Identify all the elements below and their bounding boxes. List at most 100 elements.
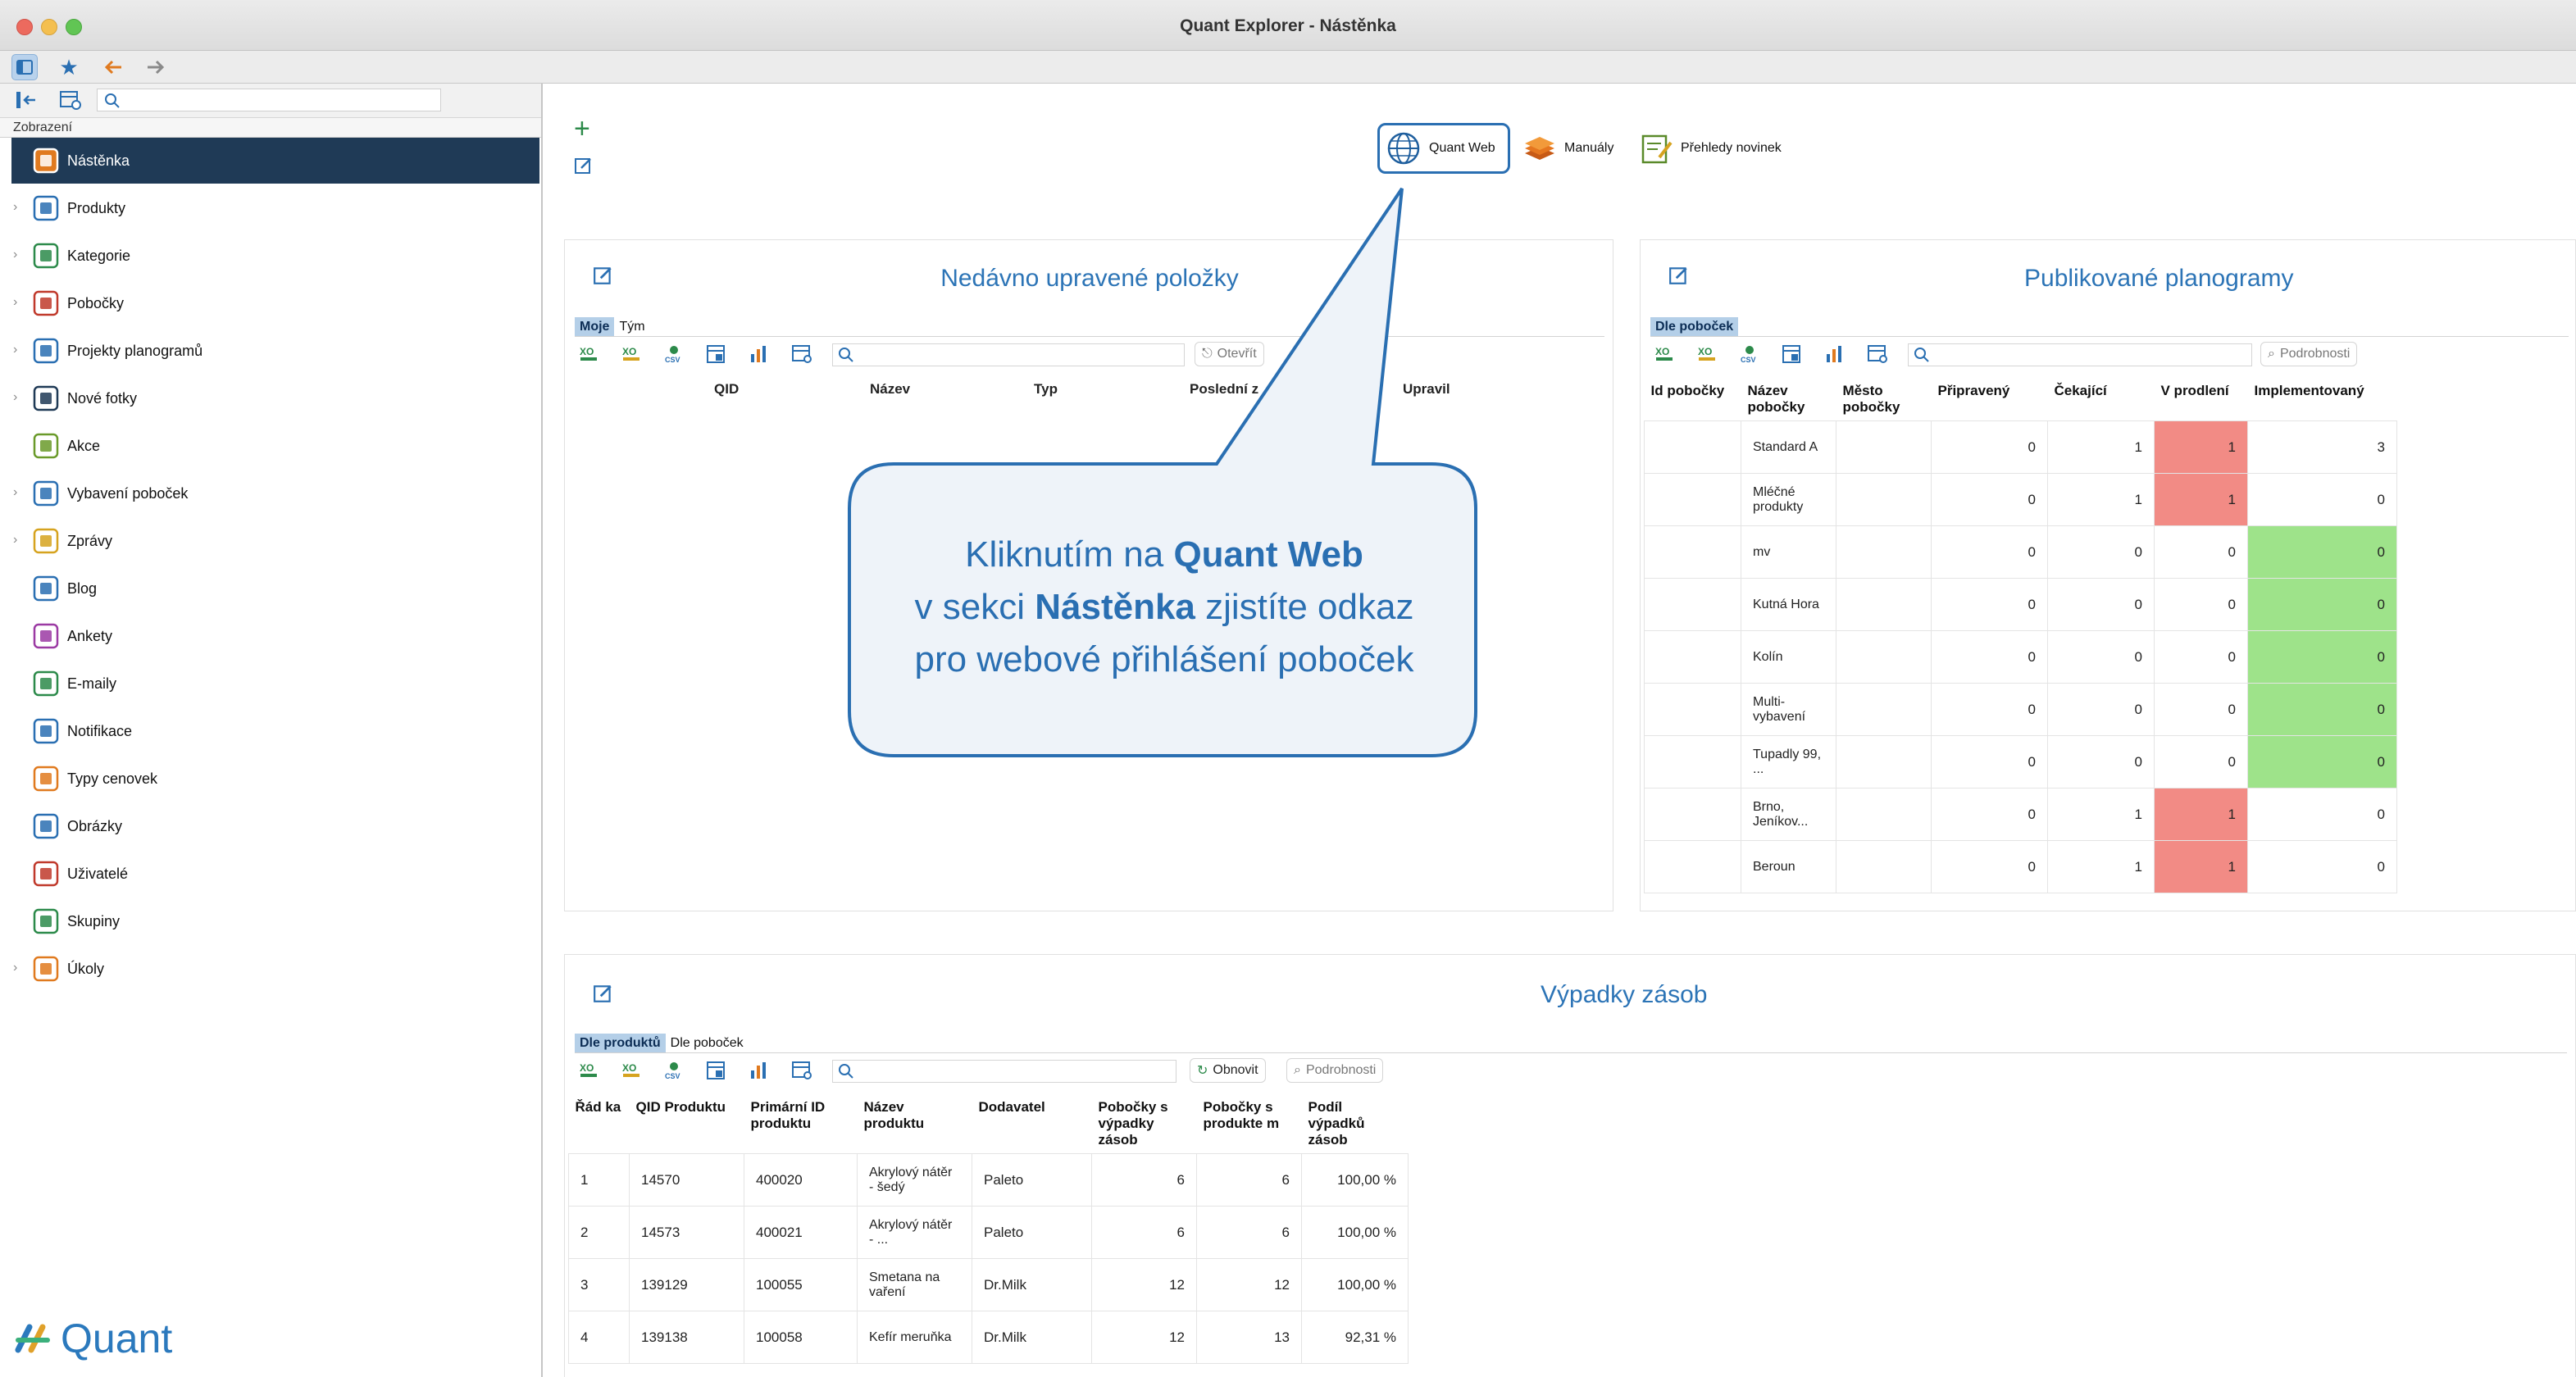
col-name[interactable]: Název — [870, 381, 911, 397]
export-xls-icon[interactable]: XO — [1696, 344, 1718, 364]
sidebar-item-11[interactable]: E-maily — [11, 661, 539, 707]
col-stores-with[interactable]: Pobočky s produkte m — [1203, 1099, 1280, 1131]
collapse-tree-icon[interactable] — [15, 90, 38, 114]
sidebar-item-12[interactable]: Notifikace — [11, 708, 539, 754]
table-settings-icon[interactable] — [706, 344, 727, 364]
col-qid[interactable]: QID — [714, 381, 740, 397]
sidebar-item-9[interactable]: Blog — [11, 566, 539, 611]
export-xls-icon[interactable]: XO — [621, 344, 642, 364]
table-row[interactable]: 2 14573 400021 Akrylový nátěr - ... Paleto 6 6… — [568, 1206, 1409, 1259]
tab-by-store[interactable]: Dle poboček — [670, 1036, 744, 1050]
quant-web-button[interactable]: Quant Web — [1377, 123, 1510, 174]
recent-search-input[interactable] — [832, 343, 1185, 366]
export-csv-icon[interactable]: CSV — [663, 344, 685, 364]
edit-panel-icon[interactable] — [593, 983, 614, 1004]
export-csv-icon[interactable]: CSV — [1739, 344, 1760, 364]
col-ready[interactable]: Připravený — [1937, 383, 2010, 398]
sidebar-item-16[interactable]: Skupiny — [11, 898, 539, 944]
table-row[interactable]: 1 14570 400020 Akrylový nátěr - šedý Paleto 6… — [568, 1153, 1409, 1207]
sidebar-search-input[interactable] — [97, 89, 441, 111]
details-button[interactable]: ⌕ Podrobnosti — [1286, 1058, 1384, 1083]
col-product-name[interactable]: Název produktu — [863, 1099, 925, 1131]
stockouts-search-input[interactable] — [832, 1060, 1176, 1083]
sidebar-item-5[interactable]: › Nové fotky — [11, 375, 539, 421]
export-xlsx-icon[interactable]: XO — [578, 1061, 599, 1080]
col-stockout-share[interactable]: Podíl výpadků zásob — [1308, 1099, 1365, 1148]
table-row[interactable]: Multi-vybavení 0 0 0 0 — [1644, 683, 2397, 736]
sidebar-item-14[interactable]: Obrázky — [11, 803, 539, 849]
chevron-right-icon[interactable]: › — [13, 295, 18, 309]
chevron-right-icon[interactable]: › — [13, 343, 18, 357]
edit-dashboard-button[interactable] — [574, 156, 594, 180]
sidebar-item-3[interactable]: › Pobočky — [11, 280, 539, 326]
col-store-name[interactable]: Název pobočky — [1747, 383, 1805, 415]
table-settings-icon[interactable] — [1782, 344, 1803, 364]
open-button[interactable]: ⎋ Otevřít — [1195, 342, 1264, 366]
col-last-modified[interactable]: Poslední z — [1190, 381, 1259, 397]
col-store-city[interactable]: Město pobočky — [1842, 383, 1900, 415]
table-row[interactable]: Beroun 0 1 1 0 — [1644, 840, 2397, 893]
sidebar-item-10[interactable]: Ankety — [11, 613, 539, 659]
close-window-button[interactable] — [16, 19, 33, 35]
columns-icon[interactable] — [791, 1061, 812, 1080]
sidebar-item-0[interactable]: Nástěnka — [11, 138, 539, 184]
zoom-window-button[interactable] — [66, 19, 82, 35]
table-settings-icon[interactable] — [706, 1061, 727, 1080]
col-qid-product[interactable]: QID Produktu — [635, 1099, 726, 1115]
col-type[interactable]: Typ — [1034, 381, 1058, 397]
sidebar-item-7[interactable]: › Vybavení poboček — [11, 470, 539, 516]
sidebar-item-13[interactable]: Typy cenovek — [11, 756, 539, 802]
col-modified-by[interactable]: Upravil — [1403, 381, 1450, 397]
sidebar-item-6[interactable]: Akce — [11, 423, 539, 469]
edit-panel-icon[interactable] — [1668, 265, 1690, 286]
chevron-right-icon[interactable]: › — [13, 248, 18, 261]
chevron-right-icon[interactable]: › — [13, 485, 18, 499]
back-button[interactable] — [100, 54, 126, 80]
forward-button[interactable] — [143, 54, 169, 80]
col-primary-id[interactable]: Primární ID produktu — [750, 1099, 826, 1131]
tab-by-product[interactable]: Dle produktů — [575, 1034, 666, 1052]
refresh-button[interactable]: ↻ Obnovit — [1190, 1058, 1266, 1083]
tab-mine[interactable]: Moje — [575, 317, 615, 336]
tab-by-store[interactable]: Dle poboček — [1650, 317, 1739, 336]
tree-settings-icon[interactable] — [59, 90, 82, 114]
sidebar-item-8[interactable]: › Zprávy — [11, 518, 539, 564]
chart-icon[interactable] — [1824, 344, 1846, 364]
edit-panel-icon[interactable] — [593, 265, 614, 286]
add-widget-button[interactable]: + — [574, 115, 590, 143]
sidebar-item-2[interactable]: › Kategorie — [11, 233, 539, 279]
col-store-id[interactable]: Id pobočky — [1650, 383, 1725, 398]
sidebar-item-1[interactable]: › Produkty — [11, 185, 539, 231]
news-overview-button[interactable]: Přehledy novinek — [1640, 123, 1782, 174]
columns-icon[interactable] — [1867, 344, 1888, 364]
sidebar-item-4[interactable]: › Projekty planogramů — [11, 328, 539, 374]
table-row[interactable]: 3 139129 100055 Smetana na vaření Dr.Milk 12 1… — [568, 1258, 1409, 1311]
table-row[interactable]: Brno, Jeníkov... 0 1 1 0 — [1644, 788, 2397, 841]
minimize-window-button[interactable] — [41, 19, 57, 35]
col-waiting[interactable]: Čekající — [2054, 383, 2107, 398]
col-implemented[interactable]: Implementovaný — [2254, 383, 2364, 398]
details-button[interactable]: ⌕ Podrobnosti — [2260, 342, 2358, 366]
export-xls-icon[interactable]: XO — [621, 1061, 642, 1080]
toggle-sidebar-button[interactable] — [11, 54, 38, 80]
favorites-button[interactable]: ★ — [56, 54, 82, 80]
export-csv-icon[interactable]: CSV — [663, 1061, 685, 1080]
col-late[interactable]: V prodlení — [2160, 383, 2229, 398]
table-row[interactable]: Tupadly 99, ... 0 0 0 0 — [1644, 735, 2397, 788]
table-row[interactable]: 4 139138 100058 Kefír meruňka Dr.Milk 12 13 92,… — [568, 1311, 1409, 1364]
sidebar-item-17[interactable]: › Úkoly — [11, 946, 539, 992]
tab-team[interactable]: Tým — [619, 320, 645, 334]
chevron-right-icon[interactable]: › — [13, 533, 18, 547]
chevron-right-icon[interactable]: › — [13, 390, 18, 404]
export-xlsx-icon[interactable]: XO — [578, 344, 599, 364]
export-xlsx-icon[interactable]: XO — [1654, 344, 1675, 364]
columns-icon[interactable] — [791, 344, 812, 364]
chevron-right-icon[interactable]: › — [13, 961, 18, 975]
planograms-search-input[interactable] — [1908, 343, 2252, 366]
col-supplier[interactable]: Dodavatel — [978, 1099, 1045, 1115]
table-row[interactable]: mv 0 0 0 0 — [1644, 525, 2397, 579]
manuals-button[interactable]: Manuály — [1522, 123, 1613, 174]
chevron-right-icon[interactable]: › — [13, 200, 18, 214]
col-row[interactable]: Řád ka — [575, 1099, 621, 1115]
